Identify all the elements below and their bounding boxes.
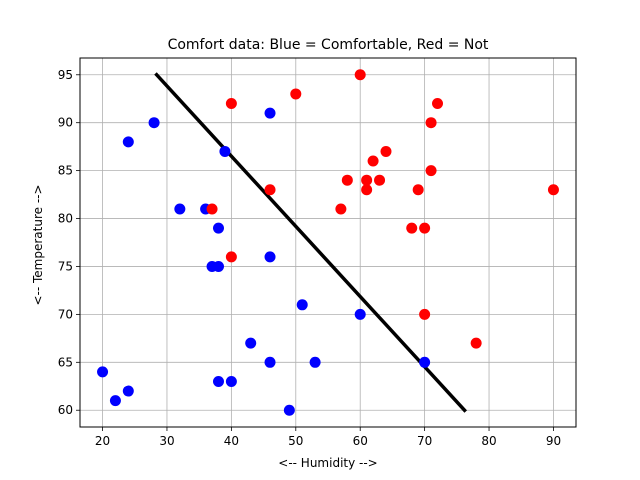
- decision-boundary: [154, 72, 468, 413]
- red-data-point: [374, 174, 386, 186]
- red-data-point: [419, 222, 431, 234]
- red-data-point: [547, 184, 559, 196]
- plot-frame: [79, 57, 577, 428]
- red-data-point: [425, 117, 437, 129]
- red-data-point: [361, 174, 373, 186]
- y-axis-ticks: 60 65 70 75 80 85 90 95: [58, 68, 80, 417]
- red-data-point: [290, 88, 302, 100]
- blue-data-point: [212, 375, 224, 387]
- blue-data-point: [283, 404, 295, 416]
- blue-data-point: [245, 337, 257, 349]
- red-data-point: [335, 203, 347, 215]
- red-data-point: [425, 165, 437, 177]
- x-axis-ticks: 20 30 40 50 60 70 80 90: [95, 427, 561, 448]
- blue-data-point: [296, 299, 308, 311]
- red-data-point: [380, 145, 392, 157]
- red-data-point: [264, 184, 276, 196]
- blue-data-point: [148, 117, 160, 129]
- y-tick-label: 90: [58, 116, 73, 130]
- x-tick-label: 40: [224, 434, 239, 448]
- red-data-point: [470, 337, 482, 349]
- y-axis-label: <-- Temperature -->: [31, 184, 45, 305]
- blue-data-point: [122, 136, 134, 148]
- boundary-line: [154, 72, 468, 413]
- y-tick-label: 80: [58, 212, 73, 226]
- red-data-point: [432, 98, 444, 110]
- y-tick-label: 75: [58, 259, 73, 273]
- grid-lines: [80, 58, 576, 427]
- blue-data-point: [122, 385, 134, 397]
- data-points: [97, 69, 559, 416]
- blue-data-point: [309, 356, 321, 368]
- blue-data-point: [354, 308, 366, 320]
- blue-data-point: [212, 222, 224, 234]
- y-tick-label: 70: [58, 307, 73, 321]
- blue-data-point: [264, 356, 276, 368]
- blue-data-point: [264, 251, 276, 263]
- chart-title: Comfort data: Blue = Comfortable, Red = …: [168, 37, 489, 53]
- blue-data-point: [419, 356, 431, 368]
- red-data-point: [406, 222, 418, 234]
- x-tick-label: 60: [353, 434, 368, 448]
- red-data-point: [341, 174, 353, 186]
- blue-data-point: [212, 260, 224, 272]
- x-tick-label: 20: [95, 434, 110, 448]
- y-tick-label: 60: [58, 403, 73, 417]
- y-tick-label: 65: [58, 355, 73, 369]
- y-tick-label: 85: [58, 164, 73, 178]
- x-tick-label: 80: [481, 434, 496, 448]
- x-tick-label: 90: [546, 434, 561, 448]
- red-data-point: [419, 308, 431, 320]
- red-data-point: [361, 184, 373, 196]
- red-data-point: [367, 155, 379, 167]
- y-tick-label: 95: [58, 68, 73, 82]
- blue-data-point: [225, 375, 237, 387]
- x-tick-label: 50: [288, 434, 303, 448]
- blue-data-point: [109, 395, 121, 407]
- red-data-point: [206, 203, 218, 215]
- x-tick-label: 70: [417, 434, 432, 448]
- red-data-point: [412, 184, 424, 196]
- red-data-point: [225, 251, 237, 263]
- blue-data-point: [264, 107, 276, 119]
- blue-data-point: [174, 203, 186, 215]
- blue-data-point: [219, 145, 231, 157]
- x-axis-label: <-- Humidity -->: [278, 456, 377, 470]
- x-tick-label: 30: [159, 434, 174, 448]
- blue-data-point: [97, 366, 109, 378]
- red-data-point: [354, 69, 366, 81]
- red-data-point: [225, 98, 237, 110]
